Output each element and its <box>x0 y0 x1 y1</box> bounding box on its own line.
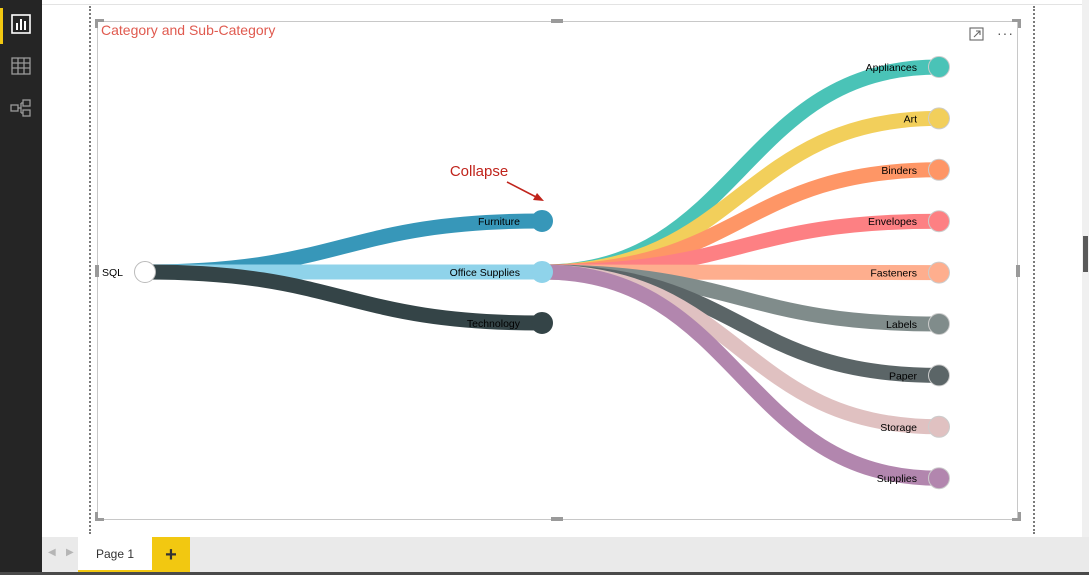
relationships-view-button[interactable] <box>0 90 42 130</box>
tree-node-label-art: Art <box>904 113 918 125</box>
tree-node-fasteners[interactable] <box>928 261 950 284</box>
tree-node-label-paper: Paper <box>889 370 918 382</box>
tree-node-label-storage: Storage <box>880 422 917 434</box>
tree-node-art[interactable] <box>928 107 950 130</box>
link-technology <box>144 264 543 331</box>
tree-node-label-root: SQL <box>102 267 123 279</box>
resize-handle-right[interactable] <box>1016 265 1020 277</box>
visual-title: Category and Sub-Category <box>101 22 276 38</box>
tree-node-supplies[interactable] <box>928 467 950 490</box>
tree-node-paper[interactable] <box>928 364 950 387</box>
tree-node-label-labels: Labels <box>886 319 917 331</box>
plus-icon: + <box>165 543 177 566</box>
vertical-scrollbar[interactable] <box>1082 0 1089 537</box>
scroll-tabs-left-icon[interactable]: ◀ <box>48 547 56 558</box>
tree-node-label-binders: Binders <box>881 165 917 177</box>
data-view-button[interactable] <box>0 48 42 88</box>
window-bottom-edge <box>0 572 1089 575</box>
page-tabs-bar: ◀ ▶ Page 1 + <box>42 537 1089 572</box>
view-sidebar <box>0 0 42 575</box>
add-page-button[interactable]: + <box>152 537 190 572</box>
tree-node-envelopes[interactable] <box>928 210 950 233</box>
resize-handle-bottom[interactable] <box>551 517 563 521</box>
scrollbar-thumb[interactable] <box>1083 236 1088 272</box>
link-furniture <box>144 213 543 280</box>
tree-node-label-fasteners: Fasteners <box>870 268 917 280</box>
link-supplies <box>541 264 940 486</box>
tree-node-appliances[interactable] <box>928 56 950 78</box>
resize-handle-top-left[interactable] <box>95 19 104 22</box>
tab-page-1[interactable]: Page 1 <box>78 537 152 572</box>
bar-chart-icon <box>11 13 31 39</box>
report-view-button[interactable] <box>0 6 42 46</box>
tree-node-binders[interactable] <box>928 158 950 181</box>
tree-node-label-envelopes: Envelopes <box>868 216 917 228</box>
tree-links <box>144 59 940 486</box>
annotation-arrow-head <box>533 193 544 201</box>
tree-node-technology[interactable] <box>531 312 553 334</box>
page-boundary-right <box>1033 6 1035 534</box>
focus-mode-icon[interactable] <box>969 27 985 46</box>
resize-handle-top-right[interactable] <box>1012 19 1021 22</box>
collapse-annotation-text: Collapse <box>450 163 508 180</box>
decomposition-tree-chart: SQL Furniture Office Supplies Technology App… <box>102 56 950 490</box>
table-icon <box>11 56 31 80</box>
resize-handle-bottom-left[interactable] <box>95 518 104 521</box>
tree-node-storage[interactable] <box>928 415 950 438</box>
resize-handle-bottom-right-v[interactable] <box>1018 512 1021 521</box>
resize-handle-top-right-v[interactable] <box>1018 19 1021 28</box>
resize-handle-top-left-v[interactable] <box>95 19 98 28</box>
tree-node-label-furniture: Furniture <box>478 216 520 228</box>
resize-handle-bottom-left-v[interactable] <box>95 512 98 521</box>
tree-node-root[interactable] <box>134 261 156 283</box>
relationships-icon <box>10 98 32 122</box>
tree-nodes: SQL Furniture Office Supplies Technology App… <box>102 56 950 490</box>
more-options-button[interactable]: ··· <box>997 25 1014 41</box>
tree-node-label-office-supplies: Office Supplies <box>450 267 520 279</box>
scroll-tabs-right-icon[interactable]: ▶ <box>66 547 74 558</box>
tree-node-label-technology: Technology <box>467 318 521 330</box>
canvas-top-edge <box>42 0 1089 5</box>
resize-handle-bottom-right[interactable] <box>1012 518 1021 521</box>
resize-handle-top[interactable] <box>551 19 563 23</box>
resize-handle-left[interactable] <box>95 265 99 277</box>
annotation-arrow-line <box>506 181 539 199</box>
collapse-annotation: Collapse <box>450 163 544 201</box>
tree-node-label-supplies: Supplies <box>877 473 917 485</box>
tree-node-office-supplies[interactable] <box>531 261 553 283</box>
tree-node-furniture[interactable] <box>531 210 553 232</box>
tree-node-labels[interactable] <box>928 313 950 335</box>
page-boundary-left <box>89 6 91 534</box>
tree-node-label-appliances: Appliances <box>866 62 917 74</box>
